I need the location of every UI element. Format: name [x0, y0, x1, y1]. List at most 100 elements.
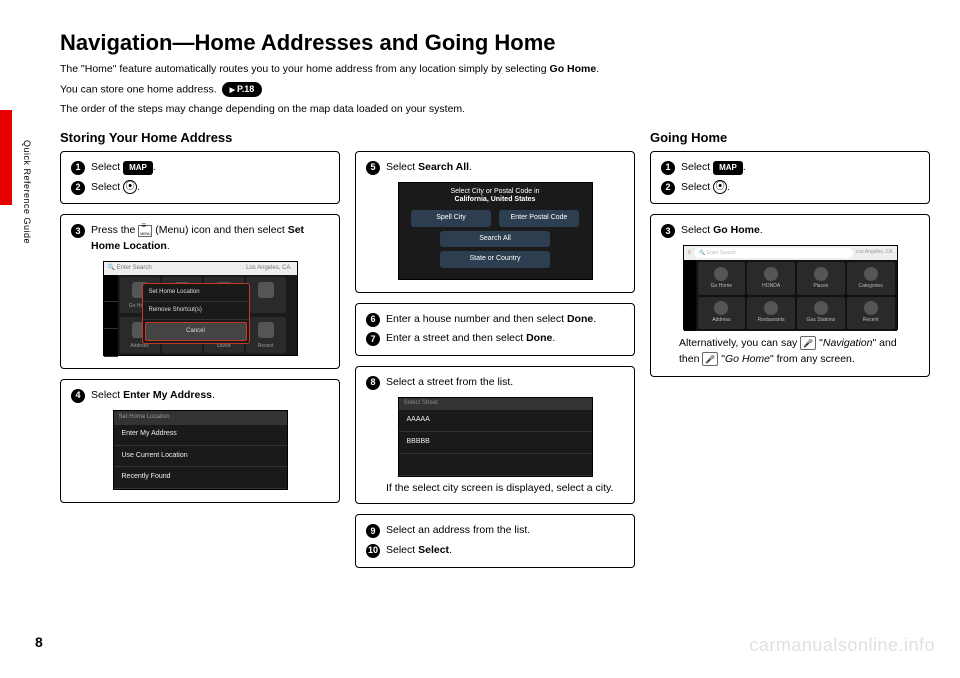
gh-step-num-2: 2 — [661, 181, 675, 195]
step-7-text: Enter a street and then select Done. — [386, 331, 624, 347]
q-icon: ⦿ — [713, 180, 727, 194]
gh-tile: Restaurants — [747, 297, 795, 330]
page-number: 8 — [35, 634, 43, 650]
step-num-4: 4 — [71, 389, 85, 403]
thumb8-row: BBBBB — [399, 432, 592, 454]
voice-icon: 🎤 — [702, 352, 718, 366]
gh-tile: Address — [698, 297, 746, 330]
thumb8-header: Select Street — [399, 398, 592, 410]
thumb5-t1: Select City or Postal Code in — [450, 188, 539, 195]
voice-icon: 🎤 — [800, 336, 816, 350]
step-9-text: Select an address from the list. — [386, 523, 624, 539]
gh-search-bar: 🔍 Enter Search — [694, 248, 853, 258]
s5-bold: Search All — [418, 161, 469, 173]
thumb3-tile: Recent — [246, 317, 286, 353]
s10-bold: Select — [418, 544, 449, 556]
intro1-post: . — [596, 63, 599, 75]
gh-step-2-text: Select ⦿. — [681, 180, 919, 196]
s10-pre: Select — [386, 544, 418, 556]
step-num-3: 3 — [71, 224, 85, 238]
gh-tile-label: Address — [712, 317, 730, 325]
alt-q1: Navigation — [823, 337, 873, 349]
screenshot-enter-address: Set Home Location Enter My Address Use C… — [113, 410, 288, 490]
s5-pre: Select — [386, 161, 418, 173]
box-step-4: 4 Select Enter My Address. Set Home Loca… — [60, 379, 340, 503]
step-num-1: 1 — [71, 161, 85, 175]
gh-tile: Gas Stations — [797, 297, 845, 330]
s6-pre: Enter a house number and then select — [386, 313, 567, 325]
step-num-7: 7 — [366, 332, 380, 346]
page-content: Navigation—Home Addresses and Going Home… — [60, 30, 940, 578]
popup-set-home: Set Home Location — [143, 284, 249, 302]
alt-q2: Go Home — [725, 353, 770, 365]
gh-s2-pre: Select — [681, 181, 713, 193]
spacer-title — [355, 130, 635, 145]
screenshot-search-all: Select City or Postal Code in California… — [398, 182, 593, 280]
screenshot-set-home: 🔍 Enter Search Los Angeles, CA Go Home C… — [103, 261, 298, 356]
watermark: carmanualsonline.info — [749, 635, 935, 656]
gh-step-num-1: 1 — [661, 161, 675, 175]
step-num-5: 5 — [366, 161, 380, 175]
box-steps-6-7: 6 Enter a house number and then select D… — [355, 303, 635, 357]
s2-pre: Select — [91, 181, 123, 193]
gh-tile: Places — [797, 262, 845, 295]
gh-voice-note: Alternatively, you can say 🎤 "Navigation… — [675, 336, 919, 368]
box-steps-9-10: 9 Select an address from the list. 10 Se… — [355, 514, 635, 568]
alt-pre: Alternatively, you can say — [679, 337, 800, 349]
gh-step-3-text: Select Go Home. — [681, 223, 919, 239]
map-button-icon: MAP — [713, 161, 743, 175]
thumb4-row: Recently Found — [114, 467, 287, 488]
thumb4-row: Enter My Address — [114, 425, 287, 446]
page-ref: P.18 — [222, 82, 263, 98]
intro-line-1: The "Home" feature automatically routes … — [60, 62, 940, 78]
thumb3-tile — [246, 277, 286, 313]
s4-bold: Enter My Address — [123, 389, 212, 401]
thumb8-row: AAAAA — [399, 410, 592, 432]
box-gh-steps-1-2: 1 Select MAP. 2 Select ⦿. — [650, 151, 930, 205]
thumb3-search-right: Los Angeles, CA — [246, 264, 290, 273]
gh-tile-label: Gas Stations — [807, 317, 836, 325]
thumb4-row: Use Current Location — [114, 446, 287, 467]
box-steps-1-2: 1 Select MAP. 2 Select ⦿. — [60, 151, 340, 205]
s1-pre: Select — [91, 161, 123, 173]
step-10-text: Select Select. — [386, 543, 624, 559]
screenshot-street-list: Select Street AAAAA BBBBB — [398, 397, 593, 477]
thumb4-header: Set Home Location — [114, 411, 287, 425]
gh-search-hint: Enter Search — [707, 250, 736, 256]
popup-remove: Remove Shortcut(s) — [143, 302, 249, 320]
gh-step-num-3: 3 — [661, 224, 675, 238]
intro1-bold: Go Home — [550, 63, 597, 75]
step-6-text: Enter a house number and then select Don… — [386, 312, 624, 328]
side-tab — [0, 110, 12, 205]
side-label: Quick Reference Guide — [22, 140, 32, 244]
gh-tile: Recent — [847, 297, 895, 330]
step-8-text: Select a street from the list. — [386, 375, 624, 391]
s7-bold: Done — [526, 332, 552, 344]
intro2-pre: You can store one home address. — [60, 83, 220, 95]
column-storing-2: 5 Select Search All. Select City or Post… — [355, 130, 635, 578]
intro-line-2: You can store one home address. P.18 — [60, 82, 940, 98]
gh-tile: Go Home — [698, 262, 746, 295]
gh-tile-label: Recent — [863, 317, 879, 325]
menu-icon — [138, 225, 152, 237]
intro-line-3: The order of the steps may change depend… — [60, 102, 940, 118]
s4-pre: Select — [91, 389, 123, 401]
going-title: Going Home — [650, 130, 930, 145]
gh-s1-pre: Select — [681, 161, 713, 173]
gh-tile: Categories — [847, 262, 895, 295]
screenshot-go-home: ≡ 🔍 Enter Search Los Angeles, CA Go Home… — [683, 245, 898, 330]
thumb5-spell: Spell City — [411, 210, 491, 227]
gh-step-1-text: Select MAP. — [681, 160, 919, 176]
step-4-text: Select Enter My Address. — [91, 388, 329, 404]
thumb5-searchall: Search All — [440, 231, 550, 248]
gh-tile-label: Places — [813, 283, 828, 291]
step-num-6: 6 — [366, 313, 380, 327]
intro1-pre: The "Home" feature automatically routes … — [60, 63, 550, 75]
gh-tile-label: Restaurants — [758, 317, 785, 325]
gh-s3-bold: Go Home — [713, 224, 760, 236]
gh-tile-label: HONDA — [762, 283, 780, 291]
column-going-home: Going Home 1 Select MAP. 2 Select ⦿. — [650, 130, 930, 578]
step-2-text: Select ⦿. — [91, 180, 329, 196]
step-1-text: Select MAP. — [91, 160, 329, 176]
step-num-8: 8 — [366, 376, 380, 390]
